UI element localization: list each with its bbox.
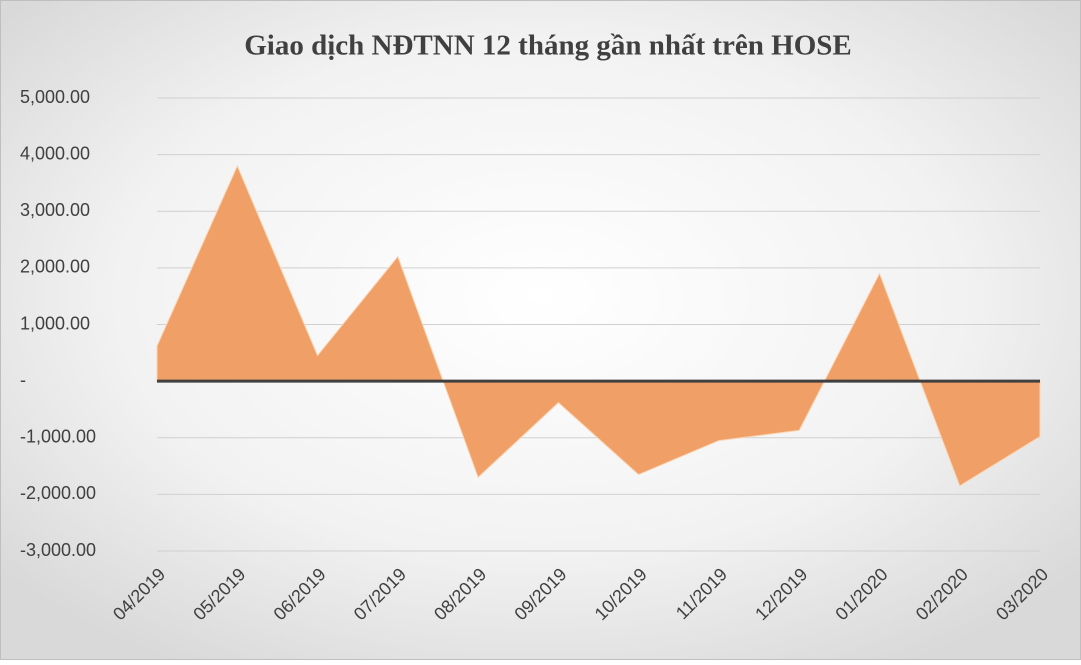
y-tick-label: 5,000.00 (20, 87, 90, 107)
y-tick-label: -1,000.00 (20, 427, 96, 447)
y-tick-label: 4,000.00 (20, 143, 90, 163)
y-tick-label: 2,000.00 (20, 257, 90, 277)
y-tick-label: - (20, 370, 26, 390)
y-tick-label: 3,000.00 (20, 200, 90, 220)
y-tick-label: 1,000.00 (20, 313, 90, 333)
chart-title: Giao dịch NĐTNN 12 tháng gần nhất trên H… (244, 30, 852, 62)
y-tick-label: -2,000.00 (20, 483, 96, 503)
area (156, 164, 1041, 487)
y-tick-label: -3,000.00 (20, 540, 96, 560)
